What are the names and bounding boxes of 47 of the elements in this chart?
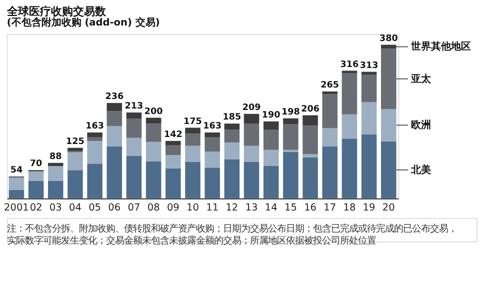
- x-tick-label: 16: [304, 202, 317, 214]
- annotation: 54: [10, 166, 23, 176]
- x-tick-label: 15: [284, 202, 297, 214]
- x-tick-label: 08: [147, 202, 160, 214]
- annotation: 206: [301, 104, 320, 114]
- chart-subtitle: (不包含附加收购 (add-on) 交易): [6, 16, 160, 29]
- annotation: 209: [242, 102, 261, 113]
- annotation: 175: [184, 116, 202, 127]
- series-label: 亚太: [410, 72, 432, 85]
- x-tick-label: 06: [108, 202, 121, 214]
- annotation: 185: [222, 112, 242, 123]
- x-tick-label: 13: [245, 202, 258, 214]
- x-tick-label: 20: [382, 202, 395, 214]
- annotation: 190: [262, 110, 280, 120]
- x-tick-label: 17: [324, 202, 336, 214]
- annotation: 316: [340, 60, 359, 70]
- series-label: 欧洲: [410, 119, 431, 132]
- annotation: 213: [124, 102, 144, 112]
- x-tick-label: 10: [186, 202, 199, 214]
- annotation: 236: [105, 92, 124, 102]
- annotation: 125: [66, 136, 84, 147]
- x-tick-label: 12: [226, 202, 238, 214]
- annotation: 70: [30, 159, 42, 170]
- annotation: 265: [320, 80, 340, 91]
- annotation: 313: [360, 60, 378, 71]
- x-tick-label: 11: [206, 202, 219, 214]
- annotation: 163: [86, 122, 104, 132]
- annotation: 200: [144, 106, 163, 117]
- series-label: 北美: [410, 164, 431, 176]
- x-tick-label: 03: [49, 202, 62, 214]
- annotation: 198: [282, 107, 300, 118]
- x-tick-label: 09: [166, 202, 180, 214]
- x-tick-label: 05: [88, 202, 102, 214]
- x-tick-label: 14: [264, 202, 278, 214]
- x-tick-label: 02: [30, 202, 42, 214]
- annotation: 163: [203, 122, 222, 132]
- x-tick-label: 18: [343, 202, 356, 214]
- annotation: 88: [50, 152, 62, 162]
- x-tick-label: 2001: [4, 202, 29, 214]
- annotation: 380: [379, 34, 398, 44]
- series-label: 世界其他地区: [410, 40, 471, 53]
- x-tick-label: 04: [68, 202, 82, 214]
- x-tick-label: 07: [128, 202, 140, 214]
- chart-title: 全球医疗收购交易数: [6, 4, 107, 18]
- text: 注：不包含分拆、附加收购、债转股和破产资产收购；日期为交易公布日期；包含已完成或待完成的已公布交易，实际数字可能发生变化；交易金额未包含未披露金额的交易；所属地区依据被投公司所处位置: [6, 224, 457, 246]
- x-tick-label: 19: [362, 202, 376, 214]
- annotation: 142: [164, 130, 182, 140]
